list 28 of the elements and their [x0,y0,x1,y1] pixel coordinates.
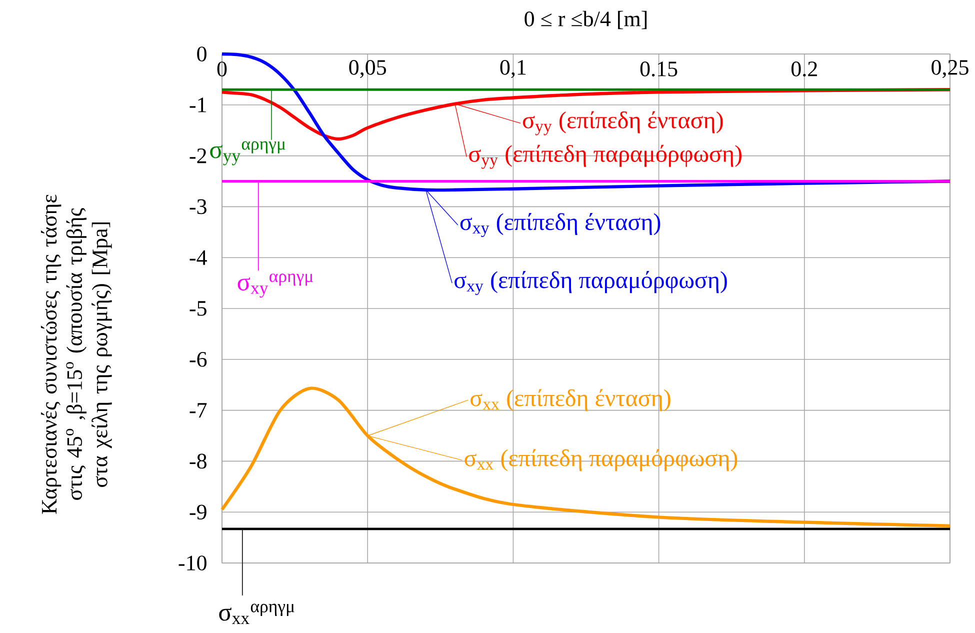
x-axis-title: 0 ≤ r ≤b/4 [m] [524,10,647,30]
y-tick-label: -4 [190,250,207,265]
x-tick-label: 0,1 [500,60,526,78]
x-tick-label: 0.15 [640,62,678,76]
y-tick-label: 0 [197,46,206,62]
y-tick-label: -3 [190,199,206,214]
y-tick-label: -6 [190,352,207,367]
ref-line-label: σ$_{xx}$αρηγμ [219,604,294,624]
line-series [220,386,952,528]
x-tick-label: 0,05 [349,60,386,78]
x-tick-label: 0.2 [791,62,817,76]
ref-line-label: σ$_{xy}$αρηγμ [238,274,313,298]
ref-line-label: σ$_{yy}$αρηγμ [210,141,286,166]
x-tick-label: 0 [217,62,227,76]
y-tick-label: -8 [190,454,206,469]
series-label: σ$_{xy}$ (επίπεδη ένταση) [460,213,660,238]
y-tick-label: -5 [190,301,206,316]
x-tick-label: 0,25 [932,60,968,78]
y-tick-label: -9 [190,504,206,520]
annotation: σ$_{xy}$ (επίπεδη παραμόρφωση) [454,271,727,296]
annotation: σ$_{yy}$ (επίπεδη παραμόρφωση) [469,144,742,169]
text: σ$_{xx}$ (επίπεδη ένταση) [470,389,670,412]
y-tick-label: -1 [190,98,206,112]
y-tick-label: -2 [190,148,206,164]
legend-label: σ$_{yy}$ (επίπεδη ένταση) [523,111,723,136]
y-tick-label: -7 [190,403,207,418]
annotation: σ$_{xx}$ (επίπεδη παραμόρφωση) [464,449,738,472]
y-tick-label: -10 [178,556,206,570]
